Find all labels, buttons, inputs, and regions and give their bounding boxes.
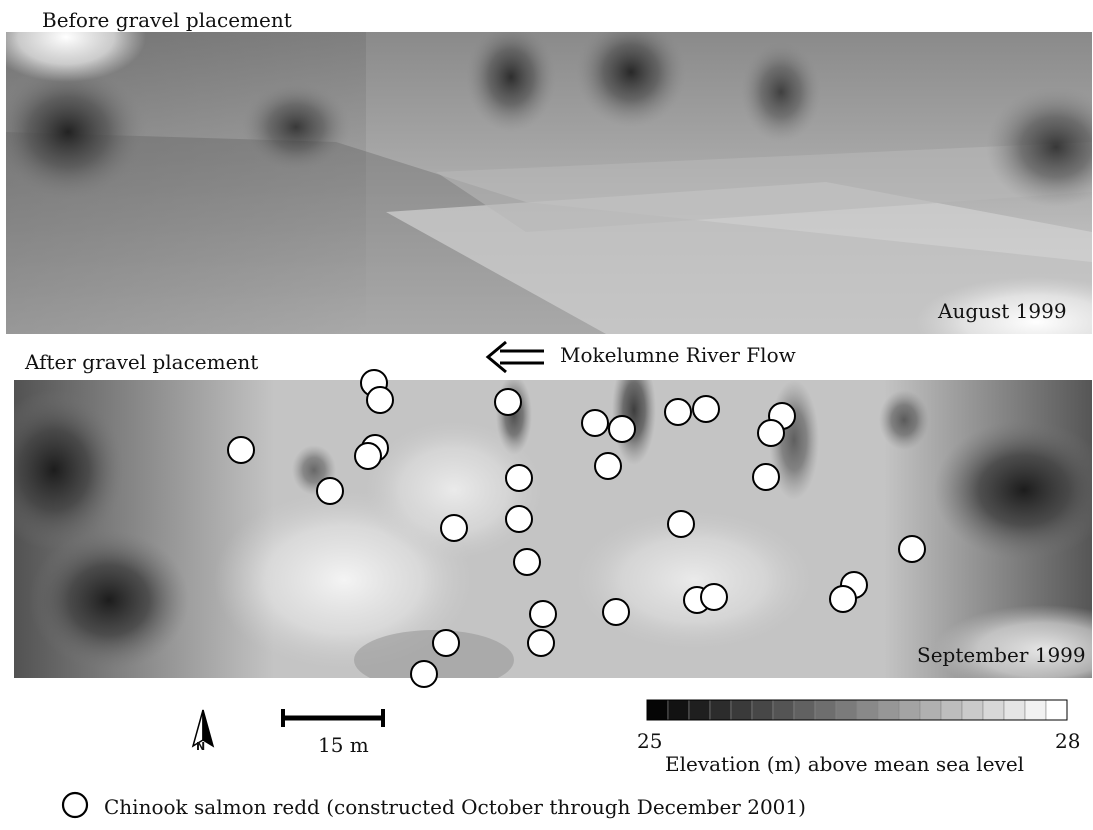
flow-arrow-icon (485, 340, 544, 374)
elevation-legend-step (1024, 699, 1047, 721)
top-elevation-map (6, 32, 1092, 334)
top-panel-title: Before gravel placement (42, 8, 292, 32)
bottom-elevation-svg (14, 380, 1092, 678)
north-arrow-icon (191, 709, 215, 748)
elevation-legend-step (793, 699, 816, 721)
bottom-elevation-map (14, 380, 1092, 678)
top-panel-date: August 1999 (938, 299, 1067, 323)
elevation-legend-step (667, 699, 690, 721)
elevation-legend-step (877, 699, 900, 721)
north-label: N (196, 740, 206, 753)
elevation-legend-step (730, 699, 753, 721)
elevation-legend-step (751, 699, 774, 721)
elevation-max-label: 28 (1055, 729, 1081, 753)
elevation-legend-step (982, 699, 1005, 721)
elevation-legend-frame (646, 699, 1068, 721)
elevation-legend-step (814, 699, 837, 721)
flow-label: Mokelumne River Flow (560, 343, 796, 367)
elevation-legend-step (961, 699, 984, 721)
scale-bar-label: 15 m (318, 733, 369, 757)
elevation-legend-caption: Elevation (m) above mean sea level (665, 752, 1025, 776)
elevation-legend-step (1003, 699, 1026, 721)
elevation-legend-step (940, 699, 963, 721)
elevation-legend-step (688, 699, 711, 721)
redd-legend-icon (61, 791, 89, 819)
top-elevation-svg (6, 32, 1092, 334)
elevation-legend-step (919, 699, 942, 721)
bottom-panel-date: September 1999 (917, 643, 1086, 667)
elevation-legend-step (709, 699, 732, 721)
elevation-legend-step (772, 699, 795, 721)
elevation-legend-step (646, 699, 669, 721)
elevation-legend-step (1045, 699, 1068, 721)
elevation-legend-bar (646, 699, 1068, 721)
after-panel-title: After gravel placement (25, 350, 259, 374)
redd-legend-label: Chinook salmon redd (constructed October… (104, 795, 806, 819)
elevation-legend-step (898, 699, 921, 721)
elevation-legend-step (835, 699, 858, 721)
elevation-min-label: 25 (637, 729, 663, 753)
elevation-legend-step (856, 699, 879, 721)
scale-bar (281, 709, 385, 727)
